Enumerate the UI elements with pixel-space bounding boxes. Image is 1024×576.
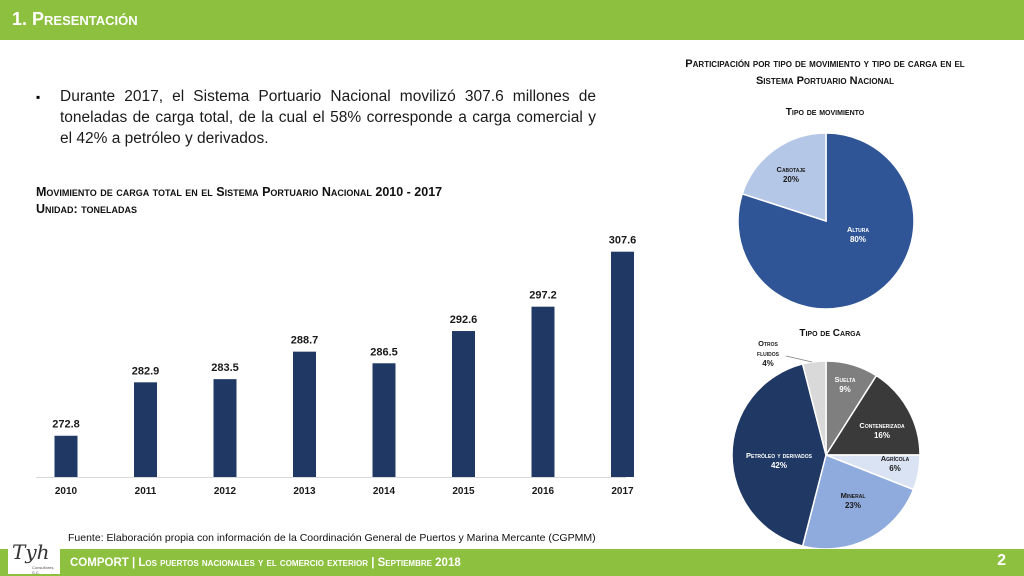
source-note: Fuente: Elaboración propia con informaci… [68,532,596,544]
pie-slice-label: Contenerizada [859,421,905,430]
bar-chart-title: Movimiento de carga total en el Sistema … [36,184,442,218]
bar-data-label: 286.5 [370,346,398,358]
header-bar: 1. Presentación [0,0,1024,40]
bar-x-tick-label: 2012 [214,486,237,497]
pie-slice-value: 20% [783,175,799,184]
bar-data-label: 283.5 [211,362,239,374]
pie-slice-value: 4% [762,359,774,368]
pie-slice-label: Mineral [841,491,866,500]
bar-x-tick-label: 2011 [135,486,157,497]
footer-text: COMPORT | Los puertos nacionales y el co… [70,557,461,569]
footer-bar: COMPORT | Los puertos nacionales y el co… [0,549,1024,576]
pie-slice-suelta [825,360,878,458]
bar-2017 [611,251,634,477]
bar-x-tick-label: 2015 [452,486,475,497]
bar-2016 [531,306,555,477]
pie-slice-altura [737,132,915,310]
bar-data-label: 282.9 [132,365,160,377]
bar-chart-unit: Unidad: toneladas [36,202,137,216]
pie-slice-label: Agrícola [881,454,910,463]
pie-slice-cabotaje [741,132,827,223]
slide-title: 1. Presentación [12,9,138,29]
pie-slice-label: Petróleo y derivados [746,451,813,460]
pie-movement-title: Tipo de movimiento [785,107,865,118]
pie-slice-agr-cola [825,454,921,491]
bullet-text: Durante 2017, el Sistema Portuario Nacio… [60,88,596,147]
pie-slice-label: Otros [758,339,778,348]
pie-slice-value: 9% [839,385,851,394]
bar-x-tick-label: 2010 [55,486,78,497]
logo-subtext: Consultores, S.C. [32,565,55,575]
bar-2011 [134,382,157,477]
pie-section-title-line1: Participación por tipo de movimiento y t… [685,58,965,70]
pie-slice-label: fluidos [757,349,780,358]
company-logo: Tyh Consultores, S.C. [8,540,60,575]
bar-x-tick-label: 2014 [373,486,396,497]
bar-data-label: 292.6 [450,314,478,326]
pie-slice-label: Altura [847,225,869,234]
pie-leader-line [785,355,813,363]
pie-slice-petr-leo-y-derivados [731,363,827,547]
logo-text: Tyh [12,540,50,564]
pie-slice-label: Cabotaje [777,165,807,174]
pie-slice-value: 80% [850,235,866,244]
bar-2010 [54,435,78,477]
pie-slice-value: 23% [845,501,861,510]
bar-2013 [293,351,316,477]
pie-slice-label: Suelta [835,375,856,384]
pie-slice-contenerizada [824,374,921,456]
bar-chart-title-line1: Movimiento de carga total en el Sistema … [36,185,443,199]
pie-section-title: Participación por tipo de movimiento y t… [640,56,1010,90]
pie-slice-value: 6% [889,464,901,473]
page-number: 2 [997,552,1006,569]
bullet-square-icon: ▪ [36,90,41,104]
bar-data-label: 272.8 [52,419,80,431]
bar-x-tick-label: 2013 [293,486,316,497]
bullet-point: ▪ Durante 2017, el Sistema Portuario Nac… [36,86,596,149]
bar-chart: 272.8 2010 282.9 2011 283.5 2012 288.7 2013 286.… [36,235,636,497]
bar-x-tick-label: 2016 [532,486,555,497]
bar-2014 [372,363,396,477]
bar-x-tick-label: 2017 [611,486,634,497]
bar-data-label: 288.7 [291,335,319,347]
pie-section-title-line2: Sistema Portuario Nacional [755,75,895,87]
bar-2012 [213,379,237,477]
bar-data-label: 297.2 [529,290,557,302]
pie-slice-mineral [801,453,915,550]
bar-2015 [452,331,475,477]
bar-data-label: 307.6 [609,235,636,247]
pie-slice-otros-fluidos [801,360,827,456]
pie-slice-value: 16% [874,431,890,440]
pie-cargo-title: Tipo de Carga [799,328,861,339]
pie-slice-value: 42% [771,461,787,470]
